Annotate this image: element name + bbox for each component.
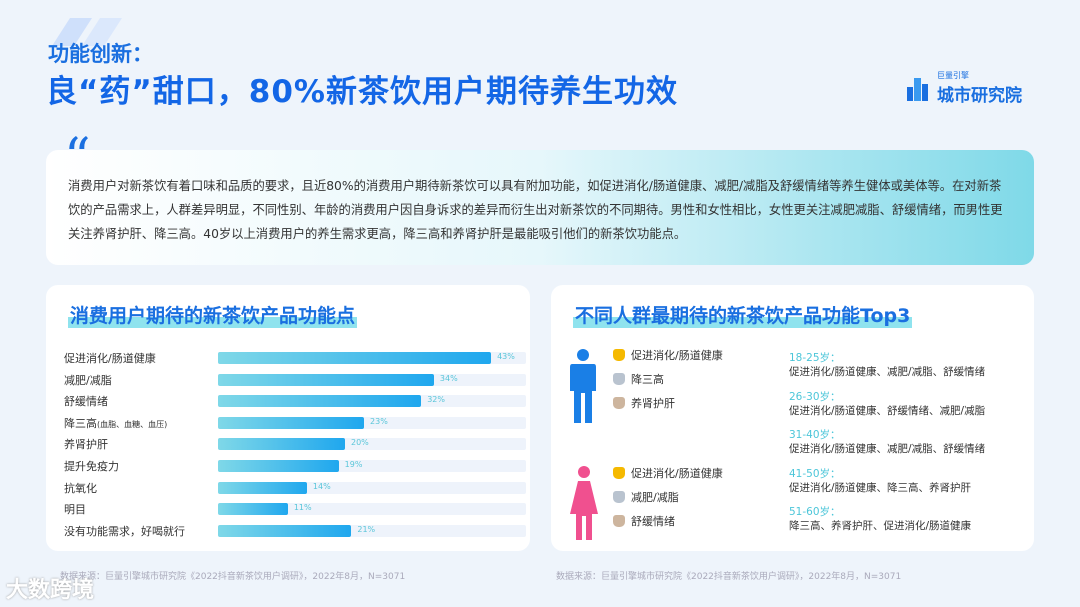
age-group: 26-30岁： 促进消化/肠道健康、舒缓情绪、减肥/减脂: [789, 390, 985, 418]
bar-row: 舒缓情绪 32%: [64, 390, 526, 412]
bar-track: 14%: [218, 481, 526, 494]
bar-value-label: 43%: [497, 352, 515, 361]
bar-value-label: 32%: [427, 395, 445, 405]
logo: 巨量引擎 城市研究院: [905, 70, 1022, 106]
bar-row: 促进消化/肠道健康 43%: [64, 347, 526, 369]
female-icon: [570, 466, 598, 540]
silver-medal-icon: [613, 491, 625, 503]
logo-big: 城市研究院: [937, 86, 1022, 106]
quote-icon: “: [64, 128, 91, 188]
bar-value-label: 20%: [351, 438, 369, 448]
bar-label: 舒缓情绪: [64, 395, 108, 409]
function-chart-card: 消费用户期待的新茶饮产品功能点 促进消化/肠道健康 43% 减肥/减脂 34% 舒缓…: [46, 285, 530, 551]
page-title: 良“药”甜口，80%新茶饮用户期待养生功效: [46, 74, 678, 110]
bar-row: 没有功能需求，好喝就行 21%: [64, 520, 526, 542]
bar-track: 20%: [218, 438, 526, 451]
section-subtitle: 功能创新：: [48, 42, 153, 66]
building-icon: [907, 78, 928, 101]
bar-row: 减肥/减脂 34%: [64, 369, 526, 391]
bar-track: 21%: [218, 524, 526, 537]
bar: [218, 416, 365, 429]
age-desc: 降三高、养肾护肝、促进消化/肠道健康: [789, 520, 972, 532]
source-right: 数据来源：巨量引擎城市研究院《2022抖音新茶饮用户调研》，2022年8月，N=…: [556, 572, 902, 582]
bronze-medal-icon: [613, 397, 625, 409]
bar-track: 23%: [218, 416, 526, 429]
bar-label: 降三高(血脂、血糖、血压): [64, 416, 168, 430]
top3-card: 不同人群最期待的新茶饮产品功能Top3 促进消化/肠道健康 降三高 养肾护肝 促进消化…: [551, 285, 1034, 551]
bar-row: 养肾护肝 20%: [64, 433, 526, 455]
female-top-item: 促进消化/肠道健康: [613, 465, 723, 481]
bar: [218, 373, 434, 386]
bar-label: 提升免疫力: [64, 460, 119, 473]
male-top-item: 降三高: [613, 371, 664, 387]
age-group: 18-25岁： 促进消化/肠道健康、减肥/减脂、舒缓情绪: [789, 351, 985, 379]
age-label: 31-40岁：: [789, 429, 841, 441]
bar-track: 32%: [218, 395, 526, 408]
bar: [218, 438, 345, 451]
bronze-medal-icon: [613, 515, 625, 527]
bar-row: 降三高(血脂、血糖、血压) 23%: [64, 412, 526, 434]
age-desc: 促进消化/肠道健康、减肥/减脂、舒缓情绪: [789, 366, 986, 378]
bar-value-label: 21%: [357, 524, 376, 534]
gold-medal-icon: [613, 467, 625, 479]
bar-value-label: 19%: [344, 460, 363, 469]
male-top-item: 养肾护肝: [613, 395, 675, 411]
age-group: 41-50岁： 促进消化/肠道健康、降三高、养肾护肝: [789, 467, 971, 495]
item-label: 促进消化/肠道健康: [631, 467, 723, 480]
bar: [218, 481, 307, 494]
bar-track: 43%: [218, 352, 526, 364]
logo-small: 巨量引擎: [937, 71, 969, 80]
item-label: 养肾护肝: [631, 397, 675, 410]
bar-value-label: 34%: [439, 373, 458, 383]
item-label: 舒缓情绪: [631, 515, 675, 528]
age-label: 26-30岁：: [789, 390, 841, 403]
bar-label: 明目: [64, 503, 86, 517]
watermark: 大数跨境: [6, 578, 95, 603]
age-desc: 促进消化/肠道健康、降三高、养肾护肝: [789, 481, 972, 494]
item-label: 减肥/减脂: [631, 491, 679, 504]
item-label: 降三高: [631, 373, 664, 386]
bar: [218, 503, 288, 516]
age-label: 51-60岁：: [789, 506, 841, 518]
bar: [218, 460, 339, 472]
age-label: 41-50岁：: [789, 467, 841, 480]
bar-label: 减肥/减脂: [64, 373, 112, 387]
bar: [218, 524, 352, 537]
bar-label: 抗氧化: [64, 481, 97, 495]
top3-title: 不同人群最期待的新茶饮产品功能Top3: [573, 301, 913, 328]
bar-value-label: 14%: [312, 481, 331, 491]
bar-row: 提升免疫力 19%: [64, 455, 526, 477]
age-label: 18-25岁：: [789, 352, 841, 364]
age-group: 51-60岁： 降三高、养肾护肝、促进消化/肠道健康: [789, 505, 971, 533]
bar-row: 明目 11%: [64, 498, 526, 520]
female-top-item: 舒缓情绪: [613, 513, 675, 529]
source-left: 数据来源：巨量引擎城市研究院《2022抖音新茶饮用户调研》，2022年8月，N=…: [60, 572, 406, 582]
bar-row: 抗氧化 14%: [64, 477, 526, 499]
bar-track: 11%: [218, 503, 526, 516]
age-group: 31-40岁： 促进消化/肠道健康、减肥/减脂、舒缓情绪: [789, 428, 985, 456]
bar: [218, 352, 492, 364]
item-label: 促进消化/肠道健康: [631, 349, 723, 362]
chart-title: 消费用户期待的新茶饮产品功能点: [68, 301, 358, 328]
bar: [218, 395, 422, 408]
gold-medal-icon: [613, 349, 625, 361]
bar-label: 养肾护肝: [64, 438, 108, 452]
male-icon: [570, 349, 596, 423]
bar-track: 34%: [218, 373, 526, 386]
age-desc: 促进消化/肠道健康、减肥/减脂、舒缓情绪: [789, 443, 986, 455]
bar-label: 促进消化/肠道健康: [64, 352, 156, 365]
age-desc: 促进消化/肠道健康、舒缓情绪、减肥/减脂: [789, 404, 986, 417]
silver-medal-icon: [613, 373, 625, 385]
female-top-item: 减肥/减脂: [613, 489, 679, 505]
bar-value-label: 11%: [293, 503, 312, 513]
bar-value-label: 23%: [370, 416, 388, 426]
intro-box: 消费用户对新茶饮有着口味和品质的要求，且近80%的消费用户期待新茶饮可以具有附加…: [46, 150, 1034, 265]
bar-track: 19%: [218, 460, 526, 472]
bar-label: 没有功能需求，好喝就行: [64, 524, 185, 538]
male-top-item: 促进消化/肠道健康: [613, 347, 723, 363]
decorative-chevrons: [52, 18, 122, 46]
